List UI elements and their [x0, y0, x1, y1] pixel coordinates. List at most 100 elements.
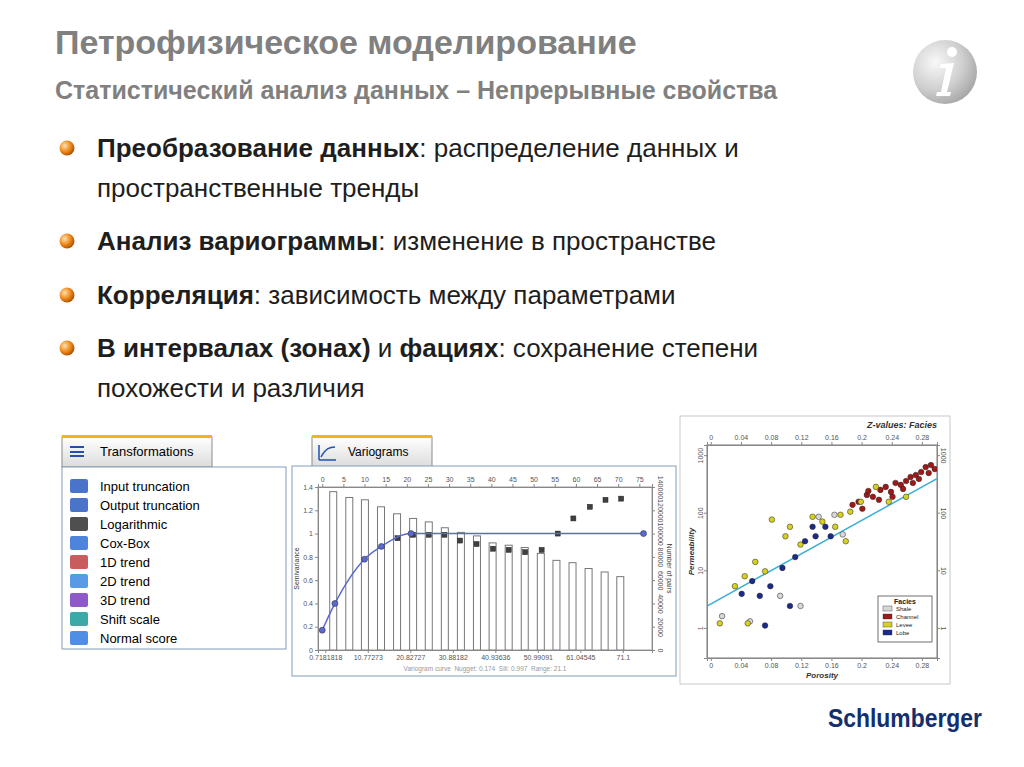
bar — [569, 563, 576, 650]
axis-line — [938, 446, 941, 659]
data-point — [523, 550, 528, 555]
tick-mark — [512, 484, 513, 487]
tick: 40.93636 — [481, 650, 510, 661]
data-point — [458, 538, 463, 543]
legend-label: Shale — [896, 606, 912, 612]
tick-label: 0.08 — [765, 662, 779, 669]
tick-mark — [892, 442, 893, 445]
tick: 140000 — [652, 476, 664, 499]
tick-mark — [922, 658, 923, 661]
tab-icon — [70, 446, 84, 448]
bullet-term: Корреляция — [97, 280, 254, 310]
tick: 0 — [709, 434, 713, 445]
data-point — [923, 464, 929, 470]
tick-label: 0.2 — [857, 662, 867, 669]
tick: 0.2 — [303, 623, 318, 630]
tick-label: 60000 — [657, 571, 664, 591]
data-point — [870, 494, 876, 500]
tick-mark — [576, 484, 577, 487]
bullet-text: и — [371, 333, 400, 363]
tick-label: 40.93636 — [481, 654, 510, 661]
data-point — [619, 496, 624, 501]
data-point — [860, 506, 866, 512]
tick-mark — [937, 628, 940, 629]
logo: Schlumberger — [828, 703, 982, 733]
bar — [473, 536, 480, 650]
tick-label: 0.12 — [795, 434, 809, 441]
data-point — [810, 514, 816, 520]
tick: 0.24 — [885, 658, 899, 669]
tick-label: 65 — [594, 476, 602, 483]
legend-box — [878, 596, 932, 642]
tick-mark — [538, 650, 539, 653]
data-point — [916, 476, 922, 482]
tick-label: 0.8 — [303, 554, 313, 561]
tick-mark — [365, 484, 366, 487]
plot-frame — [707, 445, 937, 658]
tick: 0 — [309, 647, 318, 654]
data-point — [506, 547, 511, 552]
tick-label: 100000 — [657, 522, 664, 545]
tick: 0.24 — [885, 434, 899, 445]
tab-stripe — [312, 435, 432, 438]
bullet-ball — [60, 341, 75, 356]
tick: 0.12 — [795, 434, 809, 445]
tick: 1.2 — [303, 507, 318, 514]
slide: Петрофизическое моделированиеСтатистичес… — [0, 0, 1024, 767]
tick-label: 1.2 — [303, 507, 313, 514]
data-point — [926, 470, 932, 476]
bar — [617, 577, 624, 650]
item-icon — [70, 593, 88, 607]
tick: 0.4 — [303, 600, 318, 607]
tick-mark — [862, 658, 863, 661]
bar — [601, 572, 608, 650]
y-axis-title: Semivariance — [293, 547, 300, 590]
list-item: Input truncation — [100, 479, 190, 494]
tick-mark — [495, 650, 496, 653]
item-icon — [70, 574, 88, 588]
tick: 0.16 — [825, 434, 839, 445]
tick-label: 0 — [657, 649, 664, 653]
tab — [62, 437, 212, 467]
data-point — [798, 603, 804, 609]
series-line — [707, 479, 937, 606]
tick-label: 1 — [697, 626, 704, 630]
y-axis-title: Permeability — [687, 527, 696, 575]
axis-line — [319, 651, 653, 654]
chart-panel — [680, 416, 950, 684]
tick-label: 1 — [309, 530, 313, 537]
tick-mark — [652, 603, 655, 604]
data-point — [749, 578, 755, 584]
tick-label: 30.88182 — [439, 654, 468, 661]
list-item: 1D trend — [100, 555, 150, 570]
tick-label: 0.7181818 — [309, 654, 342, 661]
data-point — [762, 623, 768, 629]
data-point — [378, 543, 384, 549]
legend-label: Channel — [896, 614, 918, 620]
data-point — [362, 556, 368, 562]
plot-frame — [318, 487, 652, 650]
data-point — [787, 524, 793, 530]
tick-mark — [534, 484, 535, 487]
tick: 0.7181818 — [309, 650, 342, 661]
tick-label: 0.08 — [765, 434, 779, 441]
tick: 0.12 — [795, 658, 809, 669]
tick-mark — [315, 534, 318, 535]
bullet-text: : распределение данных и — [419, 133, 739, 163]
tick-mark — [771, 442, 772, 445]
data-point — [777, 593, 783, 599]
tick: 0.28 — [916, 658, 930, 669]
item-icon — [70, 498, 88, 512]
data-point — [900, 486, 906, 492]
tick-mark — [652, 487, 655, 488]
chart-title: Z-values: Facies — [866, 420, 937, 430]
data-point — [883, 484, 889, 490]
title: Петрофизическое моделирование — [55, 23, 637, 61]
tick-mark — [453, 650, 454, 653]
bar — [394, 514, 401, 650]
tick-mark — [741, 658, 742, 661]
bar — [441, 528, 448, 650]
bullet-text: пространственные тренды — [97, 173, 419, 203]
chart-panel — [292, 466, 676, 676]
tick-mark — [652, 650, 655, 651]
